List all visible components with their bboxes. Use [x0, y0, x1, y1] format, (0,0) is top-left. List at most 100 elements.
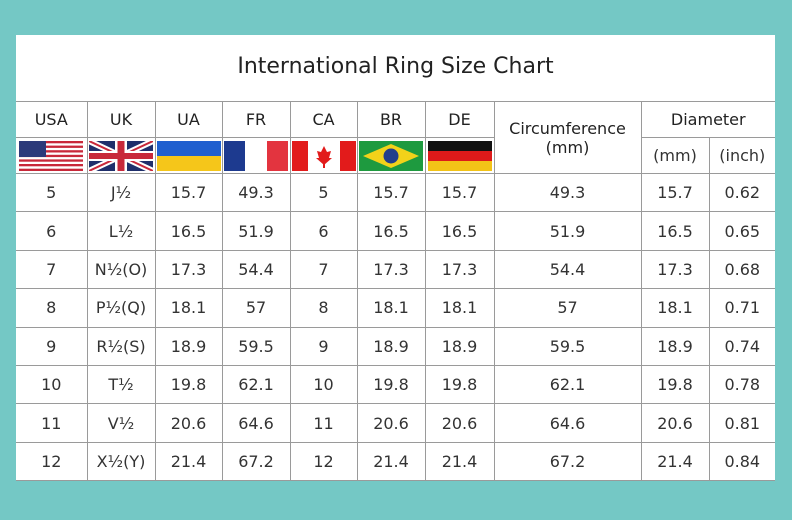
cell-ca: 5: [289, 172, 358, 213]
cell-uk: R½(S): [86, 326, 156, 366]
cell-de: 19.8: [424, 364, 495, 405]
cell-uk: V½: [86, 403, 156, 443]
cell-de: 18.9: [424, 326, 495, 366]
cell-fr: 54.4: [221, 249, 291, 290]
table-row: 11 V½ 20.6 64.6 11 20.6 20.6 64.6 20.6 0.81: [16, 403, 776, 443]
cell-uk: T½: [86, 364, 156, 405]
cell-circumference-mm: 59.5: [493, 326, 642, 366]
col-header-diameter: Diameter: [640, 101, 776, 138]
germany-flag-icon: [427, 140, 492, 171]
cell-ca: 6: [289, 211, 358, 251]
circumference-unit: (mm): [545, 137, 590, 157]
cell-uk: P½(Q): [86, 288, 156, 328]
header-row: USA UK UA FR CA BR DE Circumference (mm)…: [16, 101, 776, 174]
cell-ua: 18.1: [154, 288, 223, 328]
cell-de: 18.1: [424, 288, 495, 328]
france-flag-icon: [224, 140, 288, 171]
chart-title: International Ring Size Chart: [237, 54, 554, 79]
cell-br: 18.1: [356, 288, 426, 328]
cell-de: 17.3: [424, 249, 495, 290]
table-row: 12 X½(Y) 21.4 67.2 12 21.4 21.4 67.2 21.4 0.84: [16, 441, 776, 482]
cell-circumference-mm: 57: [493, 288, 642, 328]
cell-ca: 9: [289, 326, 358, 366]
brazil-flag-icon: [359, 140, 423, 171]
table-row: 8 P½(Q) 18.1 57 8 18.1 18.1 57 18.1 0.71: [16, 288, 776, 328]
canada-flag-icon: [291, 140, 356, 171]
col-header-ca: CA: [289, 101, 358, 138]
cell-usa: 7: [16, 249, 88, 290]
size-table: USA UK UA FR CA BR DE Circumference (mm)…: [16, 101, 776, 482]
cell-ua: 19.8: [154, 364, 223, 405]
table-row: 5 J½ 15.7 49.3 5 15.7 15.7 49.3 15.7 0.62: [16, 172, 776, 213]
ukraine-flag-icon: [156, 140, 221, 171]
col-header-br: BR: [356, 101, 426, 138]
cell-fr: 51.9: [221, 211, 291, 251]
cell-diameter-inch: 0.68: [708, 249, 776, 290]
cell-uk: X½(Y): [86, 441, 156, 482]
cell-circumference-mm: 51.9: [493, 211, 642, 251]
cell-ca: 7: [289, 249, 358, 290]
circumference-label: Circumference: [509, 118, 626, 138]
col-header-fr: FR: [221, 101, 291, 138]
cell-diameter-mm: 20.6: [640, 403, 710, 443]
cell-ua: 20.6: [154, 403, 223, 443]
cell-circumference-mm: 64.6: [493, 403, 642, 443]
cell-ca: 12: [289, 441, 358, 482]
cell-br: 15.7: [356, 172, 426, 213]
cell-diameter-mm: 19.8: [640, 364, 710, 405]
col-header-usa: USA: [16, 101, 88, 138]
cell-br: 20.6: [356, 403, 426, 443]
cell-uk: N½(O): [86, 249, 156, 290]
cell-ua: 18.9: [154, 326, 223, 366]
cell-br: 21.4: [356, 441, 426, 482]
cell-diameter-inch: 0.84: [708, 441, 776, 482]
cell-diameter-mm: 15.7: [640, 172, 710, 213]
col-header-diameter-mm: (mm): [640, 137, 710, 174]
cell-fr: 57: [221, 288, 291, 328]
us-flag-icon: [19, 140, 84, 171]
table-row: 9 R½(S) 18.9 59.5 9 18.9 18.9 59.5 18.9 0.74: [16, 326, 776, 366]
cell-ca: 10: [289, 364, 358, 405]
cell-ca: 11: [289, 403, 358, 443]
cell-diameter-inch: 0.62: [708, 172, 776, 213]
cell-diameter-mm: 18.9: [640, 326, 710, 366]
cell-uk: L½: [86, 211, 156, 251]
cell-uk: J½: [86, 172, 156, 213]
cell-fr: 59.5: [221, 326, 291, 366]
cell-diameter-inch: 0.74: [708, 326, 776, 366]
cell-usa: 8: [16, 288, 88, 328]
cell-diameter-inch: 0.71: [708, 288, 776, 328]
cell-usa: 12: [16, 441, 88, 482]
cell-fr: 49.3: [221, 172, 291, 213]
table-row: 10 T½ 19.8 62.1 10 19.8 19.8 62.1 19.8 0.78: [16, 364, 776, 405]
cell-diameter-mm: 21.4: [640, 441, 710, 482]
cell-usa: 5: [16, 172, 88, 213]
cell-diameter-mm: 16.5: [640, 211, 710, 251]
cell-fr: 62.1: [221, 364, 291, 405]
cell-br: 17.3: [356, 249, 426, 290]
cell-br: 19.8: [356, 364, 426, 405]
cell-ua: 17.3: [154, 249, 223, 290]
cell-circumference-mm: 67.2: [493, 441, 642, 482]
cell-usa: 9: [16, 326, 88, 366]
cell-br: 16.5: [356, 211, 426, 251]
cell-de: 15.7: [424, 172, 495, 213]
cell-diameter-inch: 0.65: [708, 211, 776, 251]
ring-size-chart: International Ring Size Chart USA UK UA …: [16, 35, 776, 482]
cell-diameter-inch: 0.78: [708, 364, 776, 405]
table-row: 7 N½(O) 17.3 54.4 7 17.3 17.3 54.4 17.3 0.68: [16, 249, 776, 290]
cell-fr: 67.2: [221, 441, 291, 482]
cell-de: 21.4: [424, 441, 495, 482]
cell-diameter-mm: 18.1: [640, 288, 710, 328]
col-header-ua: UA: [154, 101, 223, 138]
cell-de: 20.6: [424, 403, 495, 443]
cell-circumference-mm: 49.3: [493, 172, 642, 213]
cell-ua: 16.5: [154, 211, 223, 251]
col-header-de: DE: [424, 101, 495, 138]
cell-diameter-inch: 0.81: [708, 403, 776, 443]
table-row: 6 L½ 16.5 51.9 6 16.5 16.5 51.9 16.5 0.65: [16, 211, 776, 251]
cell-circumference-mm: 54.4: [493, 249, 642, 290]
cell-ua: 21.4: [154, 441, 223, 482]
col-header-uk: UK: [86, 101, 156, 138]
col-header-circumference: Circumference (mm): [493, 101, 642, 174]
